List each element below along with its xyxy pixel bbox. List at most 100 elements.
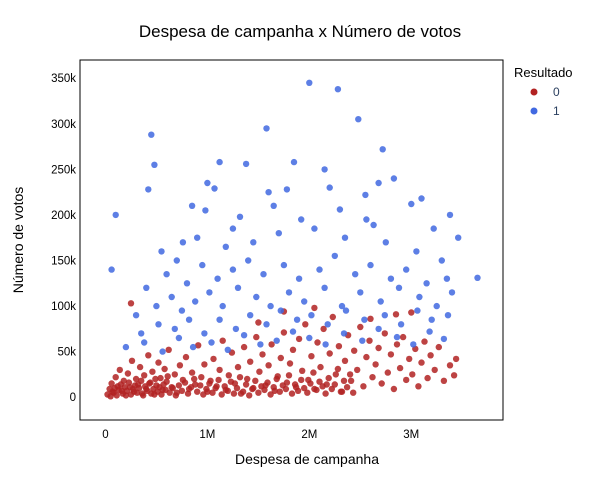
- data-point: [403, 266, 410, 273]
- data-point: [138, 377, 145, 384]
- data-point: [270, 202, 277, 209]
- data-point: [161, 365, 168, 373]
- data-point: [308, 312, 315, 319]
- y-tick-label: 50k: [57, 347, 76, 359]
- data-point: [322, 341, 329, 348]
- data-point: [329, 313, 336, 321]
- data-point: [424, 374, 431, 382]
- data-point: [275, 230, 282, 237]
- data-point: [430, 225, 437, 232]
- data-point: [141, 339, 148, 346]
- data-point: [151, 161, 158, 168]
- data-point: [240, 343, 248, 351]
- data-point: [367, 315, 374, 322]
- data-point: [125, 379, 133, 386]
- data-point: [302, 321, 309, 328]
- data-point: [260, 271, 267, 278]
- data-point: [267, 391, 274, 398]
- data-point: [408, 200, 415, 208]
- data-point: [165, 346, 172, 353]
- data-point: [122, 343, 130, 351]
- data-point: [168, 293, 175, 301]
- data-point: [341, 357, 349, 364]
- data-point: [276, 388, 283, 395]
- data-point: [397, 321, 405, 328]
- data-point: [259, 351, 266, 358]
- data-point: [337, 388, 345, 395]
- data-point: [239, 388, 247, 395]
- data-point: [225, 372, 232, 379]
- data-point: [343, 384, 351, 391]
- data-point: [229, 266, 237, 273]
- data-point: [390, 175, 398, 182]
- data-point: [283, 186, 291, 193]
- data-point: [261, 386, 268, 394]
- data-point: [351, 347, 358, 354]
- data-point: [222, 243, 229, 250]
- data-point: [185, 316, 193, 323]
- data-point: [145, 186, 152, 193]
- data-point: [153, 302, 160, 310]
- legend[interactable]: Resultado 0 1: [514, 65, 573, 118]
- data-point: [212, 384, 219, 392]
- data-point: [360, 383, 367, 390]
- y-tick-label: 300k: [51, 119, 76, 131]
- data-point: [159, 348, 166, 355]
- data-point: [277, 307, 284, 314]
- data-point: [155, 359, 162, 366]
- data-point: [172, 392, 179, 399]
- data-point: [440, 335, 448, 343]
- data-point: [369, 374, 376, 381]
- data-point: [295, 275, 303, 282]
- data-point: [132, 312, 140, 319]
- data-point: [334, 86, 342, 93]
- data-point: [308, 353, 315, 360]
- data-point: [433, 302, 440, 310]
- x-tick-label: 3M: [403, 429, 419, 441]
- data-point: [277, 354, 284, 362]
- data-point: [326, 350, 333, 357]
- legend-item-1[interactable]: 1: [530, 104, 561, 118]
- x-tick-label: 1M: [199, 429, 215, 441]
- data-point: [206, 380, 213, 387]
- data-point: [357, 323, 364, 331]
- plot-border: [79, 59, 504, 421]
- data-point: [304, 389, 311, 396]
- data-point: [357, 289, 364, 296]
- data-point: [249, 385, 256, 393]
- data-point: [189, 343, 197, 351]
- data-point: [201, 330, 208, 337]
- data-point: [178, 387, 186, 394]
- data-point: [379, 146, 386, 153]
- data-point: [322, 390, 329, 397]
- data-point: [311, 304, 318, 312]
- data-point: [203, 385, 210, 393]
- data-point: [146, 380, 153, 387]
- data-point: [311, 225, 318, 232]
- data-point: [176, 362, 184, 369]
- data-point: [253, 293, 260, 301]
- data-point: [148, 131, 155, 138]
- data-point: [252, 377, 259, 384]
- legend-item-0[interactable]: 0: [530, 85, 561, 99]
- y-tick-label: 200k: [51, 210, 76, 222]
- data-point: [372, 361, 379, 368]
- data-point: [293, 316, 301, 323]
- data-point: [127, 391, 135, 398]
- data-point: [116, 366, 124, 374]
- data-point: [418, 195, 425, 202]
- data-point: [316, 266, 323, 273]
- data-point: [138, 330, 145, 337]
- data-point: [233, 384, 241, 392]
- data-point: [108, 266, 115, 273]
- data-point: [443, 275, 451, 282]
- data-point: [182, 353, 190, 361]
- data-point: [321, 166, 328, 173]
- data-point: [236, 374, 244, 381]
- data-point: [273, 375, 280, 383]
- data-point: [336, 206, 344, 213]
- data-point: [452, 355, 460, 363]
- data-point: [390, 385, 398, 393]
- data-point: [328, 385, 335, 393]
- data-point: [240, 332, 248, 339]
